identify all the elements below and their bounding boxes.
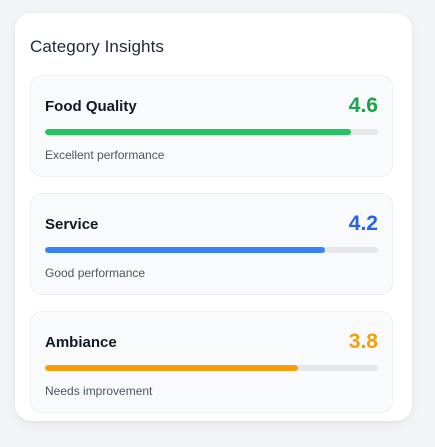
- category-status: Needs improvement: [45, 384, 153, 398]
- progress-track: [45, 365, 378, 371]
- category-insights-panel: Category Insights Food Quality 4.6 Excel…: [15, 13, 412, 421]
- category-score: 3.8: [348, 330, 378, 353]
- progress-fill: [45, 247, 325, 253]
- category-status: Good performance: [45, 266, 146, 280]
- progress-fill: [45, 129, 352, 135]
- category-card-food-quality: Food Quality 4.6 Excellent performance: [30, 75, 393, 177]
- category-name: Food Quality: [45, 98, 137, 115]
- progress-track: [45, 247, 378, 253]
- progress-fill: [45, 365, 299, 371]
- category-score: 4.6: [348, 94, 378, 117]
- category-name: Ambiance: [45, 334, 117, 351]
- category-card-service: Service 4.2 Good performance: [30, 193, 393, 295]
- category-list: Food Quality 4.6 Excellent performance S…: [30, 75, 393, 429]
- progress-track: [45, 129, 378, 135]
- category-card-ambiance: Ambiance 3.8 Needs improvement: [30, 311, 393, 413]
- category-status: Excellent performance: [45, 148, 165, 162]
- panel-title: Category Insights: [30, 37, 164, 56]
- category-name: Service: [45, 216, 99, 233]
- category-score: 4.2: [348, 212, 378, 235]
